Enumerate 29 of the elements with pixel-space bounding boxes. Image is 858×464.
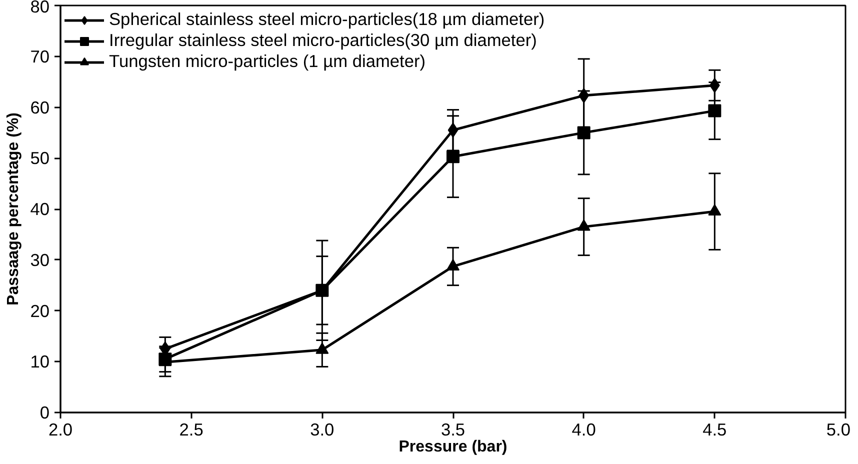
y-tick-label: 0 [40, 402, 50, 422]
x-tick-label: 4.5 [702, 420, 727, 440]
y-tick-label: 10 [30, 352, 50, 372]
x-tick-label: 2.0 [48, 420, 73, 440]
x-tick-label: 5.0 [826, 420, 851, 440]
point [446, 150, 460, 164]
y-tick-label: 50 [30, 148, 50, 168]
legend-label: Spherical stainless steel micro-particles(18 µm diameter) [109, 9, 545, 30]
point [708, 204, 722, 216]
point [577, 219, 590, 231]
legend-label: Tungsten micro-particles (1 µm diameter) [109, 51, 426, 72]
y-axis-title: Passaage percentage (%) [5, 112, 22, 306]
y-tick-label: 30 [30, 250, 50, 270]
point [446, 259, 460, 270]
point [316, 342, 329, 354]
point [448, 122, 458, 138]
y-tick-label: 60 [30, 97, 50, 118]
y-tick-label: 70 [30, 46, 50, 66]
point [577, 126, 590, 140]
x-tick-label: 4.0 [572, 420, 596, 440]
y-tick-label: 20 [30, 300, 50, 321]
x-axis-title: Pressure (bar) [398, 438, 508, 456]
y-tick-label: 80 [30, 0, 50, 16]
x-tick-label: 3.5 [440, 420, 466, 440]
x-tick-label: 3.0 [310, 420, 334, 440]
y-tick-label: 40 [30, 199, 50, 219]
legend-label: Irregular stainless steel micro-particles(30 µm diameter) [109, 30, 537, 51]
point [708, 104, 722, 118]
x-tick-label: 2.5 [179, 420, 204, 440]
